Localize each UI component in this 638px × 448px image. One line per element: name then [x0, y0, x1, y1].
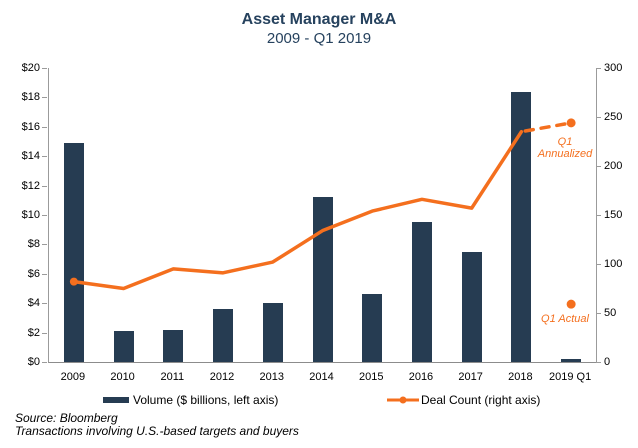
bar-2010 [113, 331, 134, 362]
volume-legend-label: Volume ($ billions, left axis) [133, 393, 279, 407]
left-axis-tick [42, 215, 47, 216]
q1-actual-dot [566, 299, 576, 309]
deal-count-legend-label: Deal Count (right axis) [421, 393, 541, 407]
legend-item-volume: Volume ($ billions, left axis) [103, 392, 278, 408]
y-tick-label-left: $18 [21, 91, 40, 104]
q1-annualized-dot [566, 118, 576, 128]
right-axis-tick [596, 313, 601, 314]
right-axis-tick [596, 215, 601, 216]
right-axis-tick [596, 166, 601, 167]
x-tick-label: 2011 [160, 371, 185, 383]
left-axis-tick [42, 185, 47, 187]
bar-2018 [511, 91, 532, 362]
left-axis-tick [42, 126, 47, 128]
x-tick-label: 2018 [508, 371, 533, 383]
bar-2017 [461, 251, 482, 362]
right-axis-tick [596, 117, 601, 118]
x-tick-label: 2017 [458, 371, 483, 383]
y-tick-label-left: $8 [27, 238, 40, 251]
x-tick-label: 2013 [259, 371, 284, 383]
y-tick-label-left: $12 [21, 179, 40, 192]
left-axis-tick [42, 273, 47, 275]
deal-count-projection-dashed-line [519, 121, 573, 134]
y-tick-label-right: 300 [604, 62, 623, 74]
y-tick-label-left: $0 [27, 356, 40, 368]
x-tick-label: 2010 [110, 371, 135, 383]
bar-2011 [163, 329, 184, 362]
q1-actual-label: Q1 Actual [541, 313, 589, 325]
deal-count-first-point-marker [69, 277, 78, 286]
left-axis-tick [42, 303, 47, 305]
x-tick-label: 2009 [60, 371, 86, 383]
left-axis-tick [42, 362, 47, 363]
page-title: Asset Manager M&A [241, 11, 397, 28]
q1-annualized-label: Q1 Annualized [520, 136, 610, 160]
right-axis-tick [596, 264, 601, 265]
plot-area [48, 68, 597, 363]
y-tick-label-right: 100 [604, 258, 623, 270]
deal-count-line-layer [69, 118, 576, 309]
left-axis-tick [42, 332, 47, 334]
left-axis-tick [42, 244, 47, 246]
bar-2012 [213, 309, 234, 362]
y-tick-label-left: $20 [21, 62, 40, 74]
x-tick-label: 2015 [358, 371, 384, 383]
y-tick-label-left: $6 [27, 267, 40, 280]
x-tick-label: 2012 [209, 371, 235, 383]
right-axis-tick [596, 362, 601, 363]
y-tick-label-right: 250 [604, 111, 623, 123]
left-axis-tick [42, 68, 47, 69]
q1-annualized-label-line2: Annualized [537, 148, 593, 160]
y-tick-label-left: $10 [21, 209, 40, 221]
bar-2019 Q1 [561, 359, 582, 362]
legend-item-deal-count: Deal Count (right axis) [387, 392, 540, 408]
x-tick-label: 2014 [309, 371, 334, 383]
left-axis-tick [42, 156, 47, 158]
bar-2016 [411, 222, 432, 362]
bar-2014 [312, 197, 333, 362]
deal-count-legend-marker-icon [387, 396, 419, 404]
page-subtitle: 2009 - Q1 2019 [266, 30, 372, 47]
left-axis-tick [42, 97, 47, 99]
y-tick-label-right: 0 [604, 356, 611, 368]
bar-2009 [63, 142, 84, 362]
y-tick-label-left: $4 [27, 297, 40, 310]
transactions-note: Transactions involving U.S.-based target… [15, 424, 299, 438]
deal-count-line [72, 129, 524, 291]
bar-2015 [362, 294, 383, 362]
y-tick-label-left: $16 [21, 120, 40, 133]
volume-legend-swatch-icon [103, 397, 129, 403]
source-note: Source: Bloomberg [15, 411, 118, 425]
y-tick-label-left: $2 [27, 326, 40, 339]
bar-2013 [262, 303, 283, 362]
y-tick-label-right: 50 [604, 307, 617, 319]
right-axis-tick [596, 68, 601, 69]
x-tick-label: 2019 Q1 [549, 371, 592, 383]
legend: Volume ($ billions, left axis) Deal Coun… [0, 392, 638, 408]
y-tick-label-left: $14 [21, 150, 40, 163]
y-tick-label-right: 200 [604, 160, 623, 172]
x-tick-label: 2016 [408, 371, 434, 383]
q1-annualized-label-line1: Q1 [557, 136, 573, 148]
y-tick-label-right: 150 [604, 209, 623, 221]
